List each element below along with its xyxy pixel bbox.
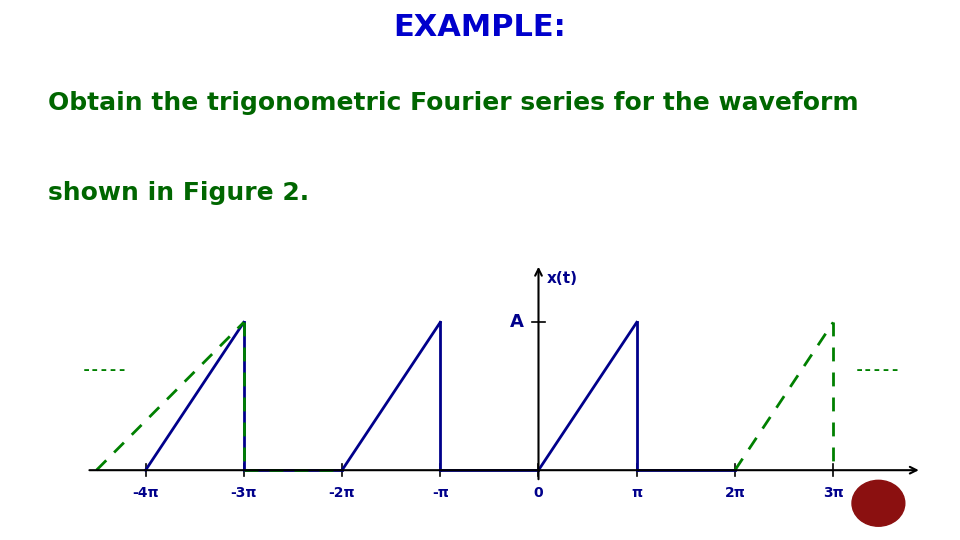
Text: -----: ----- <box>82 362 128 377</box>
Text: 0: 0 <box>534 487 543 501</box>
Text: A: A <box>510 313 524 332</box>
Text: shown in Figure 2.: shown in Figure 2. <box>48 181 309 205</box>
Text: -3π: -3π <box>230 487 257 501</box>
Text: π: π <box>631 487 642 501</box>
Text: 3π: 3π <box>823 487 844 501</box>
Text: -2π: -2π <box>328 487 355 501</box>
Text: x(t): x(t) <box>546 271 577 286</box>
Text: EXAMPLE:: EXAMPLE: <box>394 13 566 42</box>
Text: 2π: 2π <box>725 487 745 501</box>
Text: -π: -π <box>432 487 448 501</box>
Text: Obtain the trigonometric Fourier series for the waveform: Obtain the trigonometric Fourier series … <box>48 91 858 114</box>
Text: -4π: -4π <box>132 487 158 501</box>
Text: -----: ----- <box>854 362 900 377</box>
